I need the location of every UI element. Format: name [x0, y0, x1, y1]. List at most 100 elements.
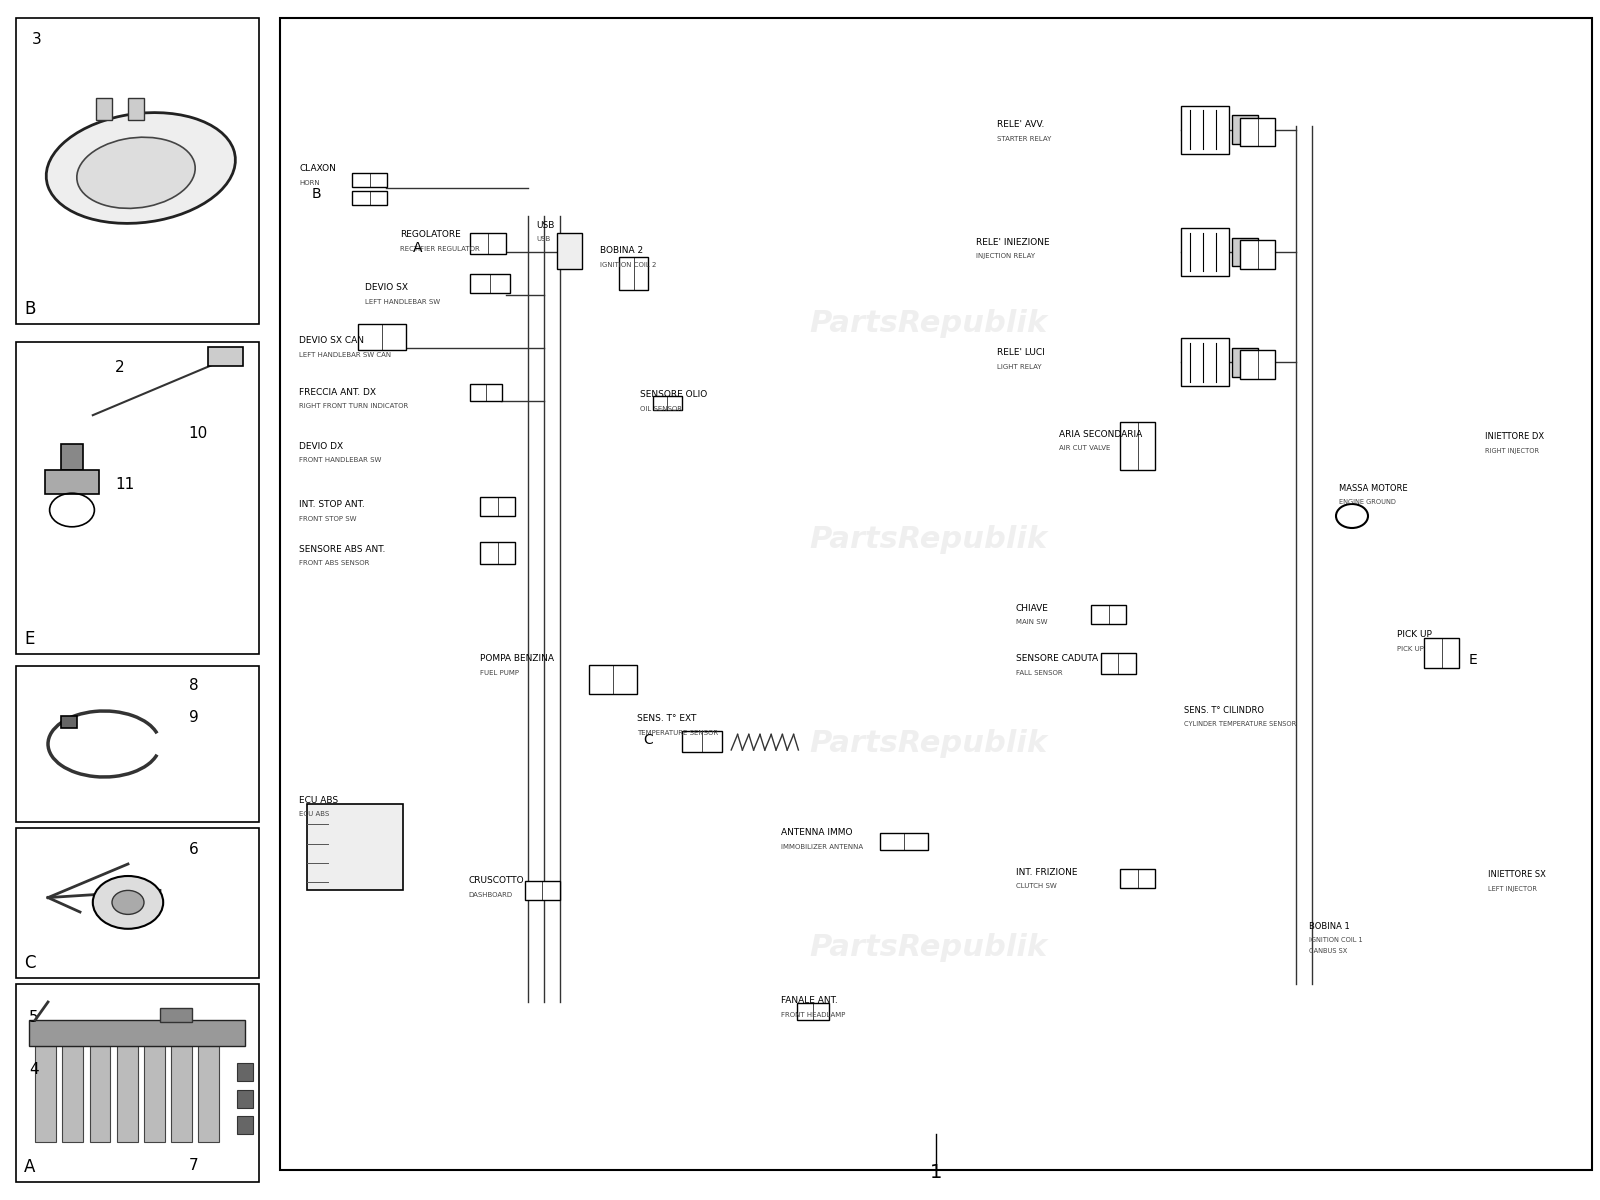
Text: USB: USB: [536, 236, 550, 242]
Bar: [16, 666, 259, 822]
Text: DASHBOARD: DASHBOARD: [469, 892, 514, 898]
Text: A: A: [413, 241, 422, 256]
Text: 4: 4: [29, 1062, 38, 1078]
Text: RECTIFIER REGULATOR: RECTIFIER REGULATOR: [400, 246, 480, 252]
Text: C: C: [24, 954, 35, 972]
Bar: [480, 497, 515, 516]
Text: SENSORE CADUTA: SENSORE CADUTA: [1016, 654, 1098, 662]
Text: 6: 6: [189, 842, 198, 857]
Text: 10: 10: [189, 426, 208, 440]
Text: B: B: [24, 300, 35, 318]
Bar: [1101, 653, 1136, 674]
Text: PartsRepublik: PartsRepublik: [810, 730, 1046, 758]
Text: INIETTORE SX: INIETTORE SX: [1488, 870, 1546, 878]
Bar: [1120, 422, 1155, 470]
Text: HORN: HORN: [299, 180, 320, 186]
Text: E: E: [24, 630, 34, 648]
Bar: [16, 18, 259, 324]
Bar: [237, 1116, 253, 1134]
Text: LEFT HANDLEBAR SW CAN: LEFT HANDLEBAR SW CAN: [299, 352, 392, 358]
Text: B: B: [312, 187, 322, 202]
Text: INT. FRIZIONE: INT. FRIZIONE: [1016, 868, 1077, 876]
Text: RELE' LUCI: RELE' LUCI: [997, 348, 1045, 358]
Text: FUEL PUMP: FUEL PUMP: [480, 670, 518, 676]
Text: DEVIO DX: DEVIO DX: [299, 442, 344, 450]
Bar: [1232, 238, 1258, 266]
Text: FALL SENSOR: FALL SENSOR: [1016, 670, 1062, 676]
Bar: [198, 1046, 219, 1142]
Bar: [352, 191, 387, 205]
Text: C: C: [643, 733, 653, 748]
Bar: [1091, 605, 1126, 624]
Bar: [1181, 106, 1229, 154]
Text: E: E: [1469, 653, 1477, 667]
Bar: [280, 18, 1592, 1170]
Text: PICK UP: PICK UP: [1397, 646, 1424, 652]
Bar: [237, 1090, 253, 1108]
Text: PartsRepublik: PartsRepublik: [810, 526, 1046, 554]
Text: FRONT HANDLEBAR SW: FRONT HANDLEBAR SW: [299, 457, 381, 463]
Text: DEVIO SX CAN: DEVIO SX CAN: [299, 336, 365, 346]
Bar: [237, 1063, 253, 1081]
Text: OIL SENSOR: OIL SENSOR: [640, 406, 682, 412]
Text: RELE' AVV.: RELE' AVV.: [997, 120, 1045, 128]
Text: INJECTION RELAY: INJECTION RELAY: [976, 253, 1035, 259]
Text: LEFT HANDLEBAR SW: LEFT HANDLEBAR SW: [365, 299, 440, 305]
Bar: [144, 1046, 165, 1142]
Bar: [1181, 228, 1229, 276]
Bar: [557, 233, 582, 269]
Text: ENGINE GROUND: ENGINE GROUND: [1339, 499, 1397, 505]
Text: CHIAVE: CHIAVE: [1016, 604, 1050, 612]
Bar: [797, 1003, 829, 1020]
Bar: [45, 470, 99, 494]
Bar: [307, 804, 403, 890]
Bar: [1240, 118, 1275, 146]
Bar: [128, 98, 144, 120]
Text: SENSORE ABS ANT.: SENSORE ABS ANT.: [299, 545, 386, 553]
Text: MASSA MOTORE: MASSA MOTORE: [1339, 484, 1408, 492]
Text: CLUTCH SW: CLUTCH SW: [1016, 883, 1056, 889]
Bar: [470, 274, 510, 293]
Text: USB: USB: [536, 221, 554, 230]
Text: SENS. T° EXT: SENS. T° EXT: [637, 714, 696, 722]
Text: BOBINA 1: BOBINA 1: [1309, 922, 1349, 931]
Bar: [90, 1046, 110, 1142]
Text: LIGHT RELAY: LIGHT RELAY: [997, 364, 1042, 370]
Bar: [35, 1046, 56, 1142]
Bar: [16, 984, 259, 1182]
Bar: [352, 173, 387, 187]
Bar: [61, 716, 77, 728]
Ellipse shape: [46, 113, 235, 223]
Circle shape: [112, 890, 144, 914]
Text: REGOLATORE: REGOLATORE: [400, 230, 461, 239]
Text: INT. STOP ANT.: INT. STOP ANT.: [299, 500, 365, 509]
Text: CLAXON: CLAXON: [299, 164, 336, 174]
Text: 8: 8: [189, 678, 198, 692]
Bar: [470, 384, 502, 401]
Bar: [208, 347, 243, 366]
Text: RIGHT FRONT TURN INDICATOR: RIGHT FRONT TURN INDICATOR: [299, 403, 408, 409]
Text: IMMOBILIZER ANTENNA: IMMOBILIZER ANTENNA: [781, 844, 862, 850]
Text: SENS. T° CILINDRO: SENS. T° CILINDRO: [1184, 706, 1264, 714]
Text: MAIN SW: MAIN SW: [1016, 619, 1048, 625]
Text: 7: 7: [189, 1158, 198, 1174]
Text: FANALE ANT.: FANALE ANT.: [781, 996, 837, 1004]
Text: ECU ABS: ECU ABS: [299, 811, 330, 817]
Text: FRONT ABS SENSOR: FRONT ABS SENSOR: [299, 560, 370, 566]
Bar: [62, 1046, 83, 1142]
Bar: [480, 542, 515, 564]
Text: ECU ABS: ECU ABS: [299, 796, 338, 804]
Bar: [1424, 638, 1459, 668]
Text: RIGHT INJECTOR: RIGHT INJECTOR: [1485, 448, 1539, 454]
Circle shape: [93, 876, 163, 929]
Text: RELE' INIEZIONE: RELE' INIEZIONE: [976, 238, 1050, 246]
Text: TEMPERATURE SENSOR: TEMPERATURE SENSOR: [637, 730, 718, 736]
Text: ARIA SECONDARIA: ARIA SECONDARIA: [1059, 430, 1142, 438]
Text: 9: 9: [189, 710, 198, 725]
Text: LEFT INJECTOR: LEFT INJECTOR: [1488, 886, 1538, 892]
Text: A: A: [24, 1158, 35, 1176]
Text: ANTENNA IMMO: ANTENNA IMMO: [781, 828, 853, 838]
Bar: [619, 257, 648, 290]
Bar: [470, 233, 506, 254]
Text: 2: 2: [115, 360, 125, 374]
